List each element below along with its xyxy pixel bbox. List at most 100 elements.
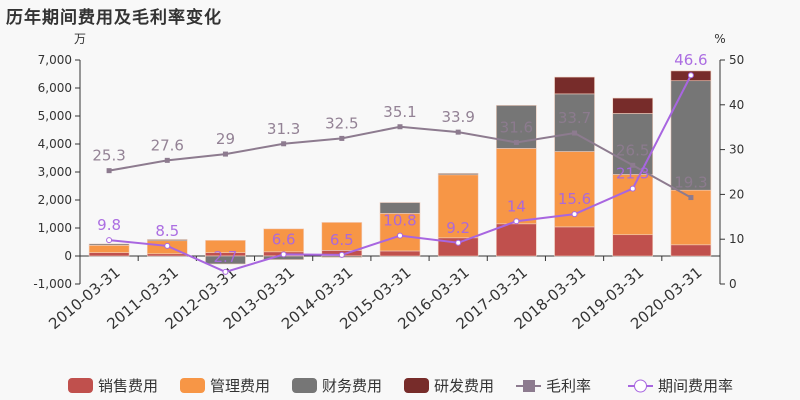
point-期间费用率 <box>455 239 462 246</box>
data-label-期间费用率: 9.2 <box>446 219 470 237</box>
point-期间费用率 <box>687 72 694 79</box>
legend-marker-期间费用率 <box>634 379 647 393</box>
bar-管理费用 <box>205 240 246 253</box>
bar-财务费用 <box>670 80 712 191</box>
bar-财务费用 <box>88 243 130 246</box>
legend-label: 毛利率 <box>546 377 591 395</box>
bar-销售费用 <box>612 234 654 257</box>
point-毛利率 <box>222 151 228 157</box>
data-label-毛利率: 33.7 <box>558 109 591 127</box>
right-tick-label: 10 <box>729 232 744 246</box>
right-tick-label: 40 <box>729 98 744 112</box>
data-label-期间费用率: 6.6 <box>272 230 296 248</box>
bar-管理费用 <box>88 245 130 253</box>
point-毛利率 <box>106 168 112 174</box>
point-毛利率 <box>397 124 403 130</box>
data-label-期间费用率: 2.7 <box>214 248 238 266</box>
left-tick-label: 6,000 <box>38 81 72 95</box>
legend-label: 管理费用 <box>210 377 270 395</box>
legend-swatch-财务费用 <box>292 378 317 393</box>
bar-销售费用 <box>379 250 421 257</box>
data-label-毛利率: 19.3 <box>674 174 707 192</box>
left-tick-label: 2,000 <box>38 193 72 207</box>
point-毛利率 <box>572 130 578 136</box>
left-tick-label: 4,000 <box>38 137 72 151</box>
bar-销售费用 <box>496 223 537 257</box>
bar-财务费用 <box>379 202 421 214</box>
right-unit: % <box>714 32 725 46</box>
bar-管理费用 <box>321 222 363 251</box>
left-tick-label: 1,000 <box>38 221 72 235</box>
point-期间费用率 <box>280 251 287 258</box>
data-label-期间费用率: 21.3 <box>616 165 649 183</box>
point-毛利率 <box>164 157 170 163</box>
legend-swatch-销售费用 <box>68 378 93 393</box>
data-label-毛利率: 29 <box>216 130 235 148</box>
point-毛利率 <box>455 129 461 135</box>
left-tick-label: 0 <box>64 249 72 263</box>
legend-marker-毛利率 <box>523 380 535 392</box>
bar-管理费用 <box>437 174 479 239</box>
legend-swatch-研发费用 <box>404 378 429 393</box>
legend-label: 财务费用 <box>322 377 382 395</box>
left-tick-label: -1,000 <box>33 277 72 291</box>
point-期间费用率 <box>338 251 345 258</box>
data-label-毛利率: 26.5 <box>616 141 649 159</box>
data-label-毛利率: 31.6 <box>500 118 533 136</box>
data-label-毛利率: 27.6 <box>151 136 184 154</box>
data-label-毛利率: 25.3 <box>92 147 125 165</box>
data-label-期间费用率: 8.5 <box>155 222 179 240</box>
right-tick-label: 30 <box>729 143 744 157</box>
data-label-期间费用率: 9.8 <box>97 216 121 234</box>
data-label-期间费用率: 46.6 <box>674 51 707 69</box>
bar-管理费用 <box>496 148 537 225</box>
point-毛利率 <box>339 135 345 141</box>
bar-财务费用 <box>554 93 595 152</box>
left-tick-label: 3,000 <box>38 165 72 179</box>
bar-财务费用 <box>437 173 479 176</box>
bar-研发费用 <box>612 97 654 114</box>
bar-财务费用 <box>146 239 188 242</box>
bar-研发费用 <box>554 76 595 95</box>
legend-swatch-管理费用 <box>180 378 205 393</box>
bar-管理费用 <box>612 174 654 236</box>
point-期间费用率 <box>571 211 578 218</box>
legend-label: 研发费用 <box>434 377 494 395</box>
line-毛利率 <box>108 125 692 199</box>
bar-财务费用 <box>205 255 246 265</box>
right-tick-label: 0 <box>729 277 737 291</box>
point-期间费用率 <box>222 268 229 275</box>
bar-销售费用 <box>670 244 712 257</box>
chart-title: 历年期间费用及毛利率变化 <box>6 8 222 28</box>
data-label-毛利率: 32.5 <box>325 114 358 132</box>
left-tick-label: 7,000 <box>38 53 72 67</box>
data-label-毛利率: 33.9 <box>441 108 474 126</box>
bar-销售费用 <box>88 252 130 257</box>
right-tick-label: 50 <box>729 53 744 67</box>
point-期间费用率 <box>513 218 520 225</box>
point-毛利率 <box>688 195 694 201</box>
point-毛利率 <box>630 162 636 168</box>
data-label-期间费用率: 15.6 <box>558 190 591 208</box>
data-label-期间费用率: 14 <box>507 197 526 215</box>
point-期间费用率 <box>106 237 113 244</box>
point-期间费用率 <box>397 232 403 239</box>
point-毛利率 <box>281 141 287 147</box>
data-label-期间费用率: 10.8 <box>383 212 416 230</box>
point-期间费用率 <box>164 242 171 249</box>
point-毛利率 <box>513 139 519 145</box>
bar-销售费用 <box>554 226 595 257</box>
bar-管理费用 <box>379 213 421 252</box>
data-label-期间费用率: 6.5 <box>330 231 354 249</box>
data-label-毛利率: 31.3 <box>267 120 300 138</box>
legend-label: 期间费用率 <box>658 377 733 395</box>
left-tick-label: 5,000 <box>38 109 72 123</box>
data-label-毛利率: 35.1 <box>383 103 416 121</box>
legend-label: 销售费用 <box>98 377 158 395</box>
left-unit: 万 <box>74 32 86 46</box>
right-tick-label: 20 <box>729 187 744 201</box>
bar-销售费用 <box>146 253 188 257</box>
point-期间费用率 <box>629 185 636 192</box>
